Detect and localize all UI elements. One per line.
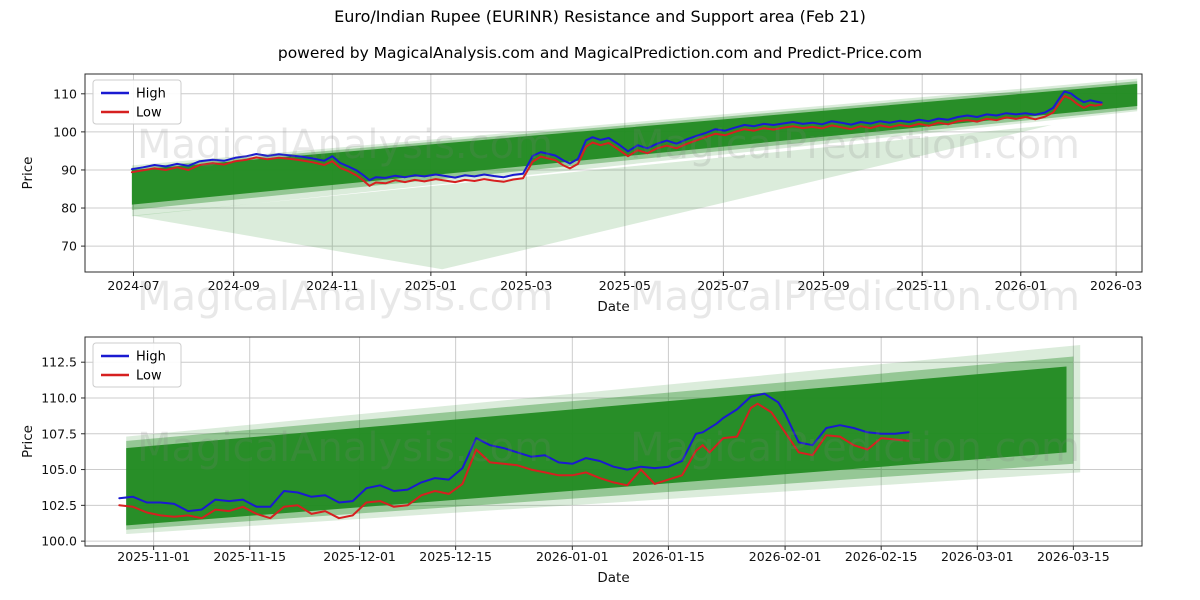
x-tick-label: 2026-01-01 <box>536 549 609 564</box>
legend-label-low: Low <box>136 106 162 121</box>
x-tick-label: 2026-02-01 <box>749 549 822 564</box>
y-tick-label: 90 <box>61 162 77 177</box>
y-tick-label: 110 <box>53 86 77 101</box>
x-axis-label: Date <box>597 299 629 315</box>
x-tick-labels: 2024-07 2024-09 2024-11 2025-01 2025-03 2025-… <box>107 278 1142 293</box>
x-tick-label: 2026-03-15 <box>1037 549 1110 564</box>
watermark-text: MagicalAnalysis.com <box>137 274 553 320</box>
x-tick-label: 2025-05 <box>599 278 651 293</box>
support-resistance-bands <box>126 345 1081 534</box>
support-wedge-light <box>131 125 1052 270</box>
chart-subtitle: powered by MagicalAnalysis.com and Magic… <box>277 44 923 62</box>
x-tick-label: 2025-09 <box>797 278 849 293</box>
x-tick-label: 2024-07 <box>107 278 159 293</box>
legend: High Low <box>92 342 182 388</box>
x-tick-labels: 2025-11-01 2025-11-15 2025-12-01 2025-12-15… <box>117 549 1109 564</box>
watermark-text: MagicalAnalysis.com <box>137 122 553 168</box>
x-tick-label: 2025-11-01 <box>117 549 190 564</box>
series-line-low <box>118 402 910 520</box>
x-tick-label: 2025-11-15 <box>213 549 286 564</box>
x-tick-label: 2024-09 <box>208 278 260 293</box>
y-tick-label: 105.0 <box>41 462 77 477</box>
support-resistance-dark <box>131 83 1138 205</box>
legend-label-high: High <box>136 350 166 365</box>
series-line-high <box>118 392 910 513</box>
y-tick-labels: 70 80 90 100 110 <box>53 86 77 253</box>
watermark-text: MagicalPrediction.com <box>630 122 1080 168</box>
x-tick-label: 2025-12-15 <box>419 549 492 564</box>
y-tick-labels: 100.0 102.5 105.0 107.5 110.0 112.5 <box>41 355 77 549</box>
support-resistance-dark <box>126 366 1067 526</box>
x-tick-label: 2025-07 <box>697 278 749 293</box>
y-tick-label: 107.5 <box>41 426 77 441</box>
y-axis-label: Price <box>20 425 36 458</box>
y-tick-label: 70 <box>61 239 77 254</box>
legend: High Low <box>92 79 182 125</box>
series-line-low <box>130 95 1103 187</box>
x-tick-label: 2026-01 <box>995 278 1047 293</box>
x-tick-label: 2026-01-15 <box>632 549 705 564</box>
y-axis-label: Price <box>20 157 36 190</box>
watermark-text: MagicalAnalysis.com <box>137 425 553 471</box>
x-tick-label: 2024-11 <box>306 278 358 293</box>
plot-border <box>84 336 1143 547</box>
y-tick-label: 112.5 <box>41 355 77 370</box>
x-tick-label: 2025-11 <box>896 278 948 293</box>
legend-label-low: Low <box>136 369 162 384</box>
x-tick-label: 2026-03 <box>1090 278 1142 293</box>
chart-title: Euro/Indian Rupee (EURINR) Resistance an… <box>334 7 866 26</box>
x-tick-label: 2025-01 <box>405 278 457 293</box>
y-tick-label: 100 <box>53 124 77 139</box>
x-tick-label: 2026-03-01 <box>941 549 1014 564</box>
watermark-text: MagicalPrediction.com <box>630 425 1080 471</box>
plot-border <box>84 73 1143 273</box>
y-tick-label: 100.0 <box>41 534 77 549</box>
x-tick-label: 2025-03 <box>500 278 552 293</box>
series-line-high <box>130 90 1103 182</box>
x-axis-label: Date <box>597 570 629 586</box>
y-tick-label: 102.5 <box>41 498 77 513</box>
y-tick-label: 80 <box>61 201 77 216</box>
legend-label-high: High <box>136 87 166 102</box>
y-tick-label: 110.0 <box>41 390 77 405</box>
x-tick-label: 2026-02-15 <box>845 549 918 564</box>
x-tick-label: 2025-12-01 <box>323 549 396 564</box>
watermark-text: MagicalPrediction.com <box>630 274 1080 320</box>
